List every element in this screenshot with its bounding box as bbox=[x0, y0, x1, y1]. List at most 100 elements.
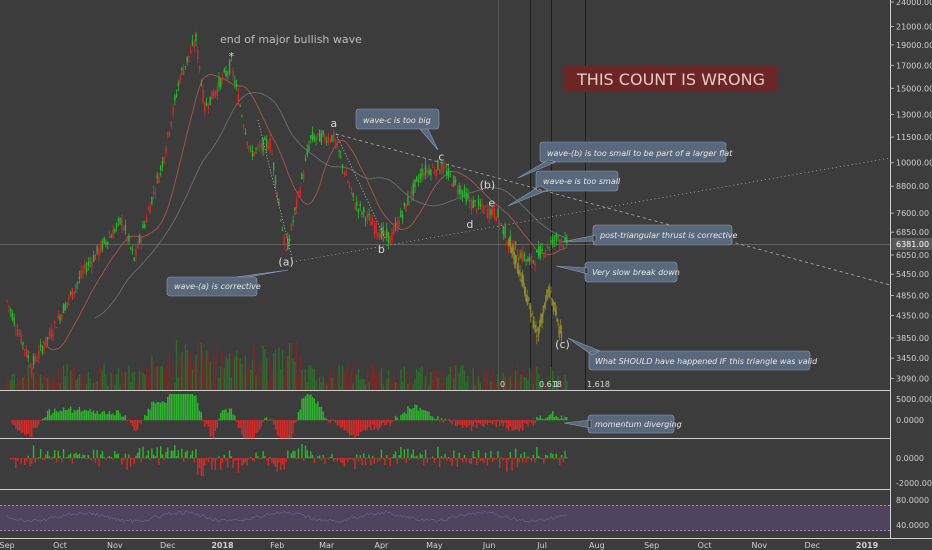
candle-body bbox=[403, 202, 406, 207]
oscillator-bar bbox=[258, 458, 261, 460]
oscillator-bar bbox=[124, 453, 127, 459]
callout-post-triangular-bubble bbox=[561, 224, 733, 246]
oscillator-bar bbox=[99, 454, 102, 459]
oscillator-bar bbox=[103, 456, 105, 459]
momentum-bar bbox=[158, 402, 160, 421]
candle-body bbox=[544, 250, 547, 252]
volume-bar bbox=[186, 349, 188, 390]
momentum-bar bbox=[11, 420, 14, 424]
volume-bar bbox=[133, 371, 135, 390]
candle-body bbox=[412, 183, 414, 196]
momentum-bar bbox=[62, 407, 65, 421]
indicator-axes: 5000.0000 0.0000 0.0000 -2000.0000 80.00… bbox=[896, 395, 932, 530]
momentum-histogram bbox=[11, 394, 568, 439]
oscillator-bar bbox=[54, 450, 56, 459]
momentum-bar bbox=[276, 420, 278, 436]
volume-bar bbox=[352, 383, 354, 390]
candle-body bbox=[548, 247, 550, 249]
oscillator-bar bbox=[451, 458, 453, 467]
hypo-body bbox=[548, 287, 550, 292]
candle-body bbox=[331, 135, 333, 142]
volume-bar bbox=[75, 379, 77, 390]
oscillator-bar bbox=[43, 458, 45, 461]
momentum-bar bbox=[287, 420, 289, 439]
momentum-bar bbox=[59, 410, 61, 421]
volume-bar bbox=[393, 365, 395, 390]
volume-bar bbox=[84, 373, 86, 390]
momentum-bar bbox=[294, 420, 296, 424]
volume-bar bbox=[378, 372, 381, 390]
momentum-bar bbox=[114, 415, 116, 421]
volume-bar bbox=[61, 373, 63, 390]
volume-bar bbox=[260, 362, 263, 390]
momentum-bar bbox=[68, 408, 70, 421]
momentum-bar bbox=[384, 420, 386, 426]
candle-body bbox=[258, 145, 261, 148]
volume-bar bbox=[433, 369, 436, 390]
volume-bar bbox=[523, 376, 526, 390]
candle-body bbox=[553, 240, 556, 242]
candle-body bbox=[154, 192, 157, 194]
momentum-bar bbox=[107, 413, 109, 421]
volume-bar bbox=[202, 350, 204, 390]
candle-body bbox=[126, 236, 128, 241]
oscillator-bar bbox=[539, 457, 542, 459]
oscillator-bar bbox=[234, 458, 236, 462]
candle-body bbox=[191, 40, 194, 45]
momentum-bar bbox=[232, 414, 234, 421]
volume-bar bbox=[9, 379, 12, 390]
oscillator-bar bbox=[163, 458, 165, 461]
volume-bar bbox=[68, 382, 70, 390]
volume-bar bbox=[467, 375, 469, 390]
oscillator-bar bbox=[378, 458, 381, 461]
oscillator-bar bbox=[223, 454, 225, 459]
volume-bar bbox=[105, 374, 107, 390]
momentum-bar bbox=[435, 419, 437, 421]
momentum-bar bbox=[317, 401, 319, 421]
oscillator-bar bbox=[447, 456, 450, 459]
candle-body bbox=[546, 243, 549, 248]
volume-bar bbox=[304, 368, 307, 390]
momentum-bar bbox=[488, 420, 490, 423]
oscillator-bar bbox=[292, 450, 294, 459]
volume-bar bbox=[560, 385, 563, 390]
hypo-body bbox=[515, 255, 517, 266]
oscillator-bar bbox=[348, 458, 351, 460]
oscillator-bar bbox=[221, 458, 224, 463]
volume-bar bbox=[550, 367, 552, 390]
wave-labels: (a) a b c (b) d e (c) * bbox=[229, 50, 570, 351]
oscillator-bar bbox=[285, 458, 287, 462]
volume-bar bbox=[287, 356, 289, 390]
momentum-bar bbox=[85, 410, 88, 421]
oscillator-bar bbox=[244, 458, 247, 463]
volume-bar bbox=[356, 374, 358, 390]
momentum-bar bbox=[280, 420, 282, 439]
momentum-bar bbox=[179, 394, 181, 421]
volume-bar bbox=[426, 365, 429, 390]
momentum-bar bbox=[333, 420, 335, 422]
oscillator-bar bbox=[188, 458, 190, 459]
volume-bar bbox=[152, 361, 155, 390]
candle-body bbox=[285, 249, 287, 251]
oscillator-bar bbox=[198, 458, 201, 468]
hypo-body bbox=[519, 272, 521, 277]
momentum-bar bbox=[71, 412, 74, 421]
momentum-bar bbox=[304, 396, 307, 421]
candle-body bbox=[377, 232, 379, 237]
candle-body bbox=[318, 130, 321, 142]
candle-body bbox=[75, 286, 77, 288]
wave-label: a bbox=[330, 117, 337, 130]
momentum-bar bbox=[476, 420, 478, 429]
volume-bar bbox=[431, 379, 434, 390]
volume-bar bbox=[513, 384, 515, 390]
oscillator-bar bbox=[172, 450, 174, 459]
candle-body bbox=[493, 208, 496, 219]
candle-body bbox=[48, 331, 51, 337]
candle-body bbox=[400, 210, 402, 218]
candle-body bbox=[375, 222, 377, 233]
volume-bar bbox=[442, 371, 444, 390]
oscillator-bar bbox=[541, 458, 543, 460]
volume-bar bbox=[8, 383, 10, 390]
hypo-body bbox=[524, 287, 526, 295]
